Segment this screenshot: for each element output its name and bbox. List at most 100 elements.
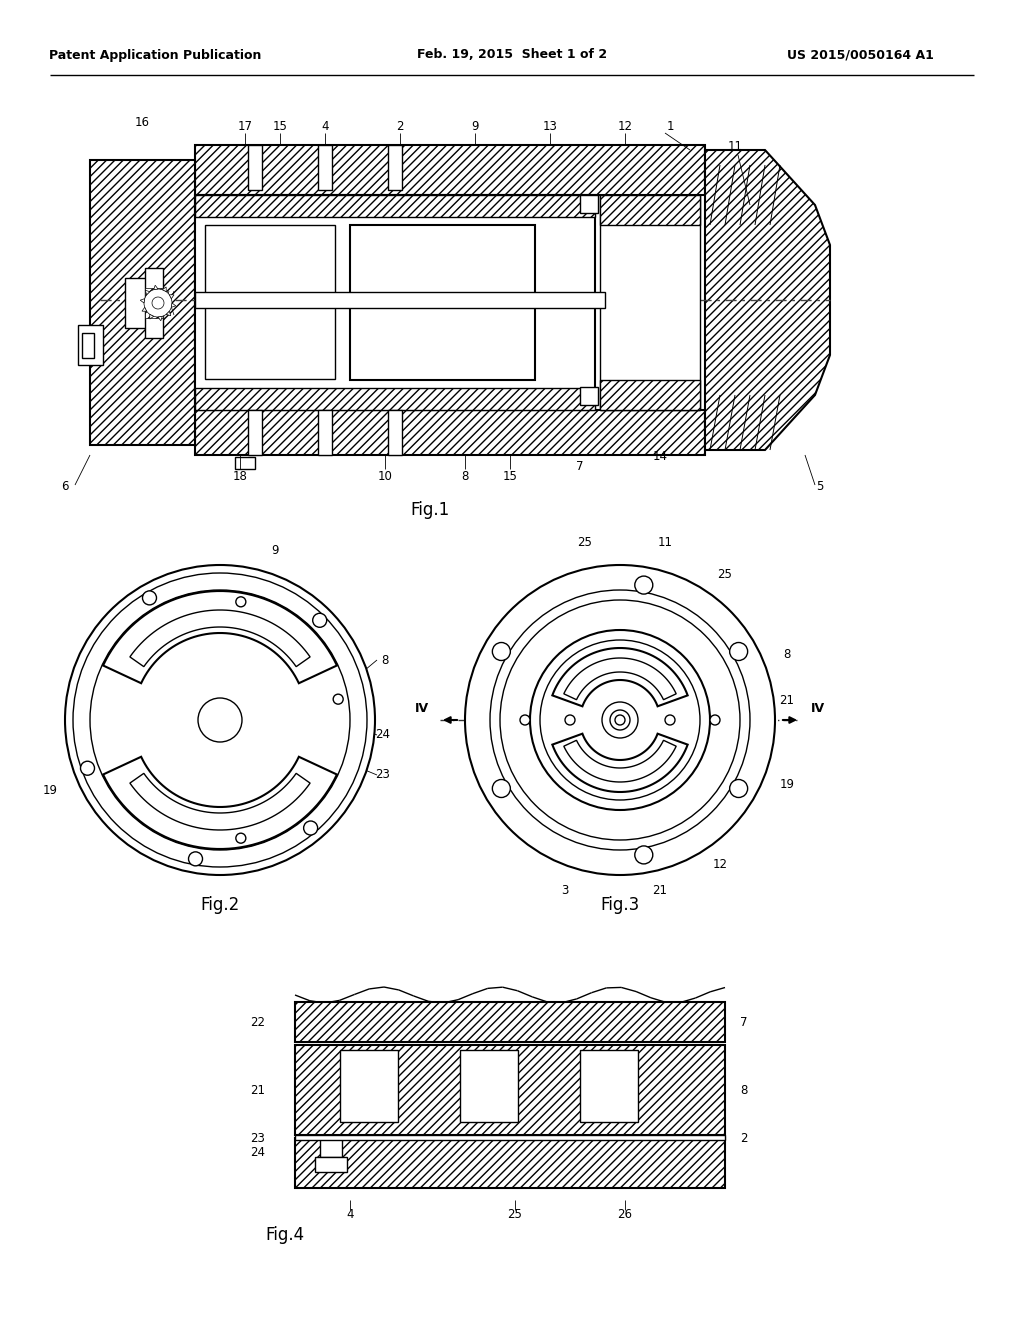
Bar	[600, 195, 700, 411]
Text: 13: 13	[543, 120, 557, 133]
Polygon shape	[166, 312, 171, 315]
Circle shape	[236, 597, 246, 607]
Circle shape	[493, 643, 510, 660]
Bar	[388, 411, 402, 455]
Text: 21: 21	[652, 883, 668, 896]
Text: IV: IV	[811, 701, 825, 714]
Circle shape	[73, 573, 367, 867]
Circle shape	[142, 591, 157, 605]
Bar	[580, 387, 598, 405]
Circle shape	[500, 601, 740, 840]
Bar	[78, 325, 103, 366]
Circle shape	[90, 590, 350, 850]
Text: 21: 21	[498, 648, 512, 661]
Text: 25: 25	[578, 536, 593, 549]
Text: IV: IV	[415, 701, 429, 714]
Text: 8: 8	[783, 648, 791, 661]
Text: 20: 20	[562, 734, 578, 747]
Bar	[195, 388, 595, 411]
Text: 4: 4	[322, 120, 329, 133]
Polygon shape	[142, 308, 146, 312]
Circle shape	[304, 821, 317, 836]
Text: Fig.2: Fig.2	[201, 896, 240, 913]
Text: 23: 23	[376, 768, 390, 781]
Circle shape	[730, 780, 748, 797]
Circle shape	[635, 576, 652, 594]
Circle shape	[710, 715, 720, 725]
Circle shape	[520, 715, 530, 725]
Bar	[205, 308, 335, 379]
Text: Fig.3: Fig.3	[600, 896, 640, 913]
Text: 11: 11	[727, 140, 742, 153]
Text: 8: 8	[462, 470, 469, 483]
Text: 23: 23	[250, 1131, 265, 1144]
Polygon shape	[158, 317, 163, 321]
Polygon shape	[705, 150, 830, 450]
Text: US 2015/0050164 A1: US 2015/0050164 A1	[786, 49, 934, 62]
Polygon shape	[552, 734, 688, 792]
Bar	[125, 279, 160, 327]
Circle shape	[540, 640, 700, 800]
Text: 24: 24	[376, 729, 390, 742]
Bar	[205, 224, 335, 297]
Text: 4: 4	[346, 1209, 353, 1221]
Bar	[388, 145, 402, 190]
Text: Fig.4: Fig.4	[265, 1226, 304, 1243]
Bar	[295, 1002, 725, 1041]
Circle shape	[236, 833, 246, 843]
Bar	[295, 1135, 725, 1140]
Polygon shape	[169, 294, 174, 298]
Circle shape	[198, 698, 242, 742]
Text: 25: 25	[508, 1209, 522, 1221]
Bar	[82, 333, 94, 358]
Bar	[195, 145, 705, 195]
Bar	[340, 1049, 398, 1122]
Polygon shape	[552, 648, 688, 706]
Text: 20: 20	[243, 804, 257, 817]
Text: 5: 5	[816, 480, 823, 494]
Text: 15: 15	[503, 470, 517, 483]
Polygon shape	[103, 756, 337, 849]
Bar	[90, 160, 195, 445]
Circle shape	[144, 289, 172, 317]
Text: 7: 7	[577, 461, 584, 474]
Polygon shape	[130, 774, 310, 830]
Bar	[315, 1158, 347, 1172]
Text: 21: 21	[250, 1084, 265, 1097]
Circle shape	[493, 780, 510, 797]
Circle shape	[530, 630, 710, 810]
Text: Patent Application Publication: Patent Application Publication	[49, 49, 261, 62]
Text: 24: 24	[250, 1146, 265, 1159]
Bar	[319, 1135, 342, 1158]
Bar	[295, 1138, 725, 1188]
Bar	[460, 1049, 518, 1122]
Circle shape	[635, 846, 652, 863]
Text: 8: 8	[740, 1084, 748, 1097]
Circle shape	[565, 715, 575, 725]
Circle shape	[730, 643, 748, 660]
Bar	[195, 292, 605, 308]
Circle shape	[610, 710, 630, 730]
Circle shape	[665, 715, 675, 725]
Bar	[318, 145, 332, 190]
Bar	[600, 195, 700, 224]
Text: 15: 15	[272, 120, 288, 133]
Bar	[295, 1045, 725, 1135]
Polygon shape	[564, 741, 676, 781]
Text: 10: 10	[378, 470, 392, 483]
Text: 14: 14	[652, 450, 668, 463]
Text: 26: 26	[617, 1209, 633, 1221]
Bar	[580, 195, 598, 213]
Bar	[195, 195, 595, 411]
Circle shape	[312, 614, 327, 627]
Text: 16: 16	[134, 116, 150, 128]
Text: 12: 12	[617, 120, 633, 133]
Bar	[234, 457, 255, 469]
Bar	[318, 411, 332, 455]
Text: Fig.1: Fig.1	[411, 502, 450, 519]
Text: 21: 21	[498, 779, 512, 792]
Text: 7: 7	[740, 1015, 748, 1028]
Bar	[195, 411, 705, 455]
Text: Feb. 19, 2015  Sheet 1 of 2: Feb. 19, 2015 Sheet 1 of 2	[417, 49, 607, 62]
Text: 18: 18	[232, 470, 248, 483]
